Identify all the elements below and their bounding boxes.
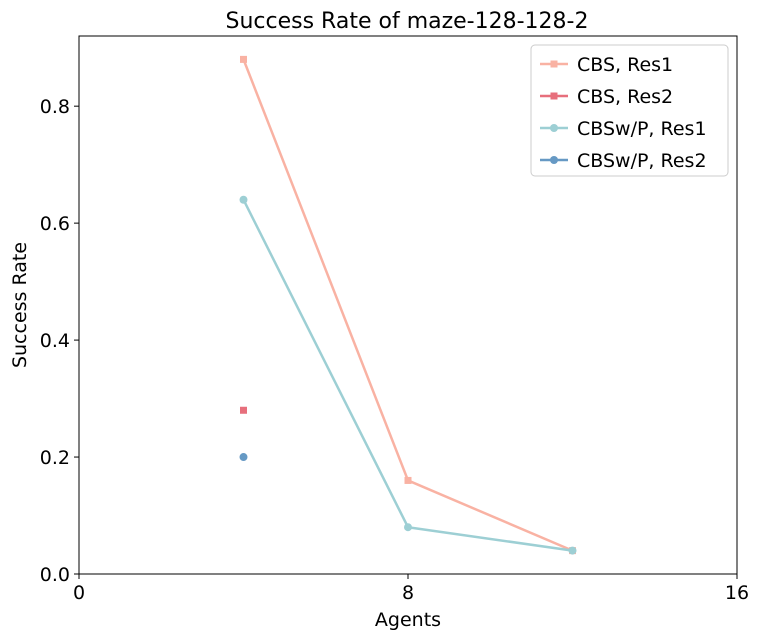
data-point — [404, 523, 412, 532]
y-tick-label: 0.6 — [40, 213, 70, 235]
y-tick-label: 0.8 — [40, 96, 70, 118]
legend-label: CBS, Res2 — [577, 86, 673, 108]
data-point — [239, 195, 248, 204]
y-tick-label: 0.0 — [40, 564, 70, 586]
legend-marker — [550, 156, 558, 164]
legend-marker — [550, 124, 558, 132]
data-point — [240, 406, 247, 414]
legend-label: CBSw/P, Res2 — [577, 150, 707, 172]
x-tick-label: 8 — [402, 582, 414, 604]
ticks-layer: 0 8 16 0.0 0.2 0.4 0.6 0.8 — [40, 96, 749, 604]
y-tick-label: 0.2 — [40, 447, 70, 469]
legend-item-cbsw-p-res1: CBSw/P, Res1 — [540, 118, 707, 140]
legend-marker — [550, 60, 558, 68]
series-cbsw-p-res2 — [239, 453, 248, 462]
series-line-cbs-res1 — [242, 58, 573, 552]
data-point — [240, 55, 247, 63]
legend-box — [530, 44, 729, 177]
x-tick-label: 16 — [725, 582, 749, 604]
series-cbs-res2 — [240, 406, 247, 414]
legend-label: CBS, Res1 — [577, 54, 673, 76]
legend-item-cbs-res1: CBS, Res1 — [540, 54, 673, 76]
data-point — [404, 476, 412, 484]
legend-marker — [550, 92, 558, 100]
series-cbsw-p-res1 — [239, 195, 577, 555]
y-axis-label: Success Rate — [9, 242, 31, 368]
legend-label: CBSw/P, Res1 — [577, 118, 707, 140]
data-point — [568, 546, 577, 555]
chart-title: Success Rate of maze-128-128-2 — [226, 9, 589, 34]
series-line-cbsw-p-res1 — [242, 199, 573, 552]
plot-layer — [239, 55, 577, 555]
y-tick-label: 0.4 — [40, 330, 70, 352]
x-axis-label: Agents — [375, 609, 441, 631]
data-point — [239, 453, 248, 462]
series-cbs-res1 — [240, 55, 576, 555]
x-tick-label: 0 — [73, 582, 85, 604]
legend: CBS, Res1 CBS, Res2 CBSw/P, Res1 CBSw/P, Re… — [530, 44, 729, 177]
legend-item-cbs-res2: CBS, Res2 — [540, 86, 673, 108]
legend-item-cbsw-p-res2: CBSw/P, Res2 — [540, 150, 707, 172]
